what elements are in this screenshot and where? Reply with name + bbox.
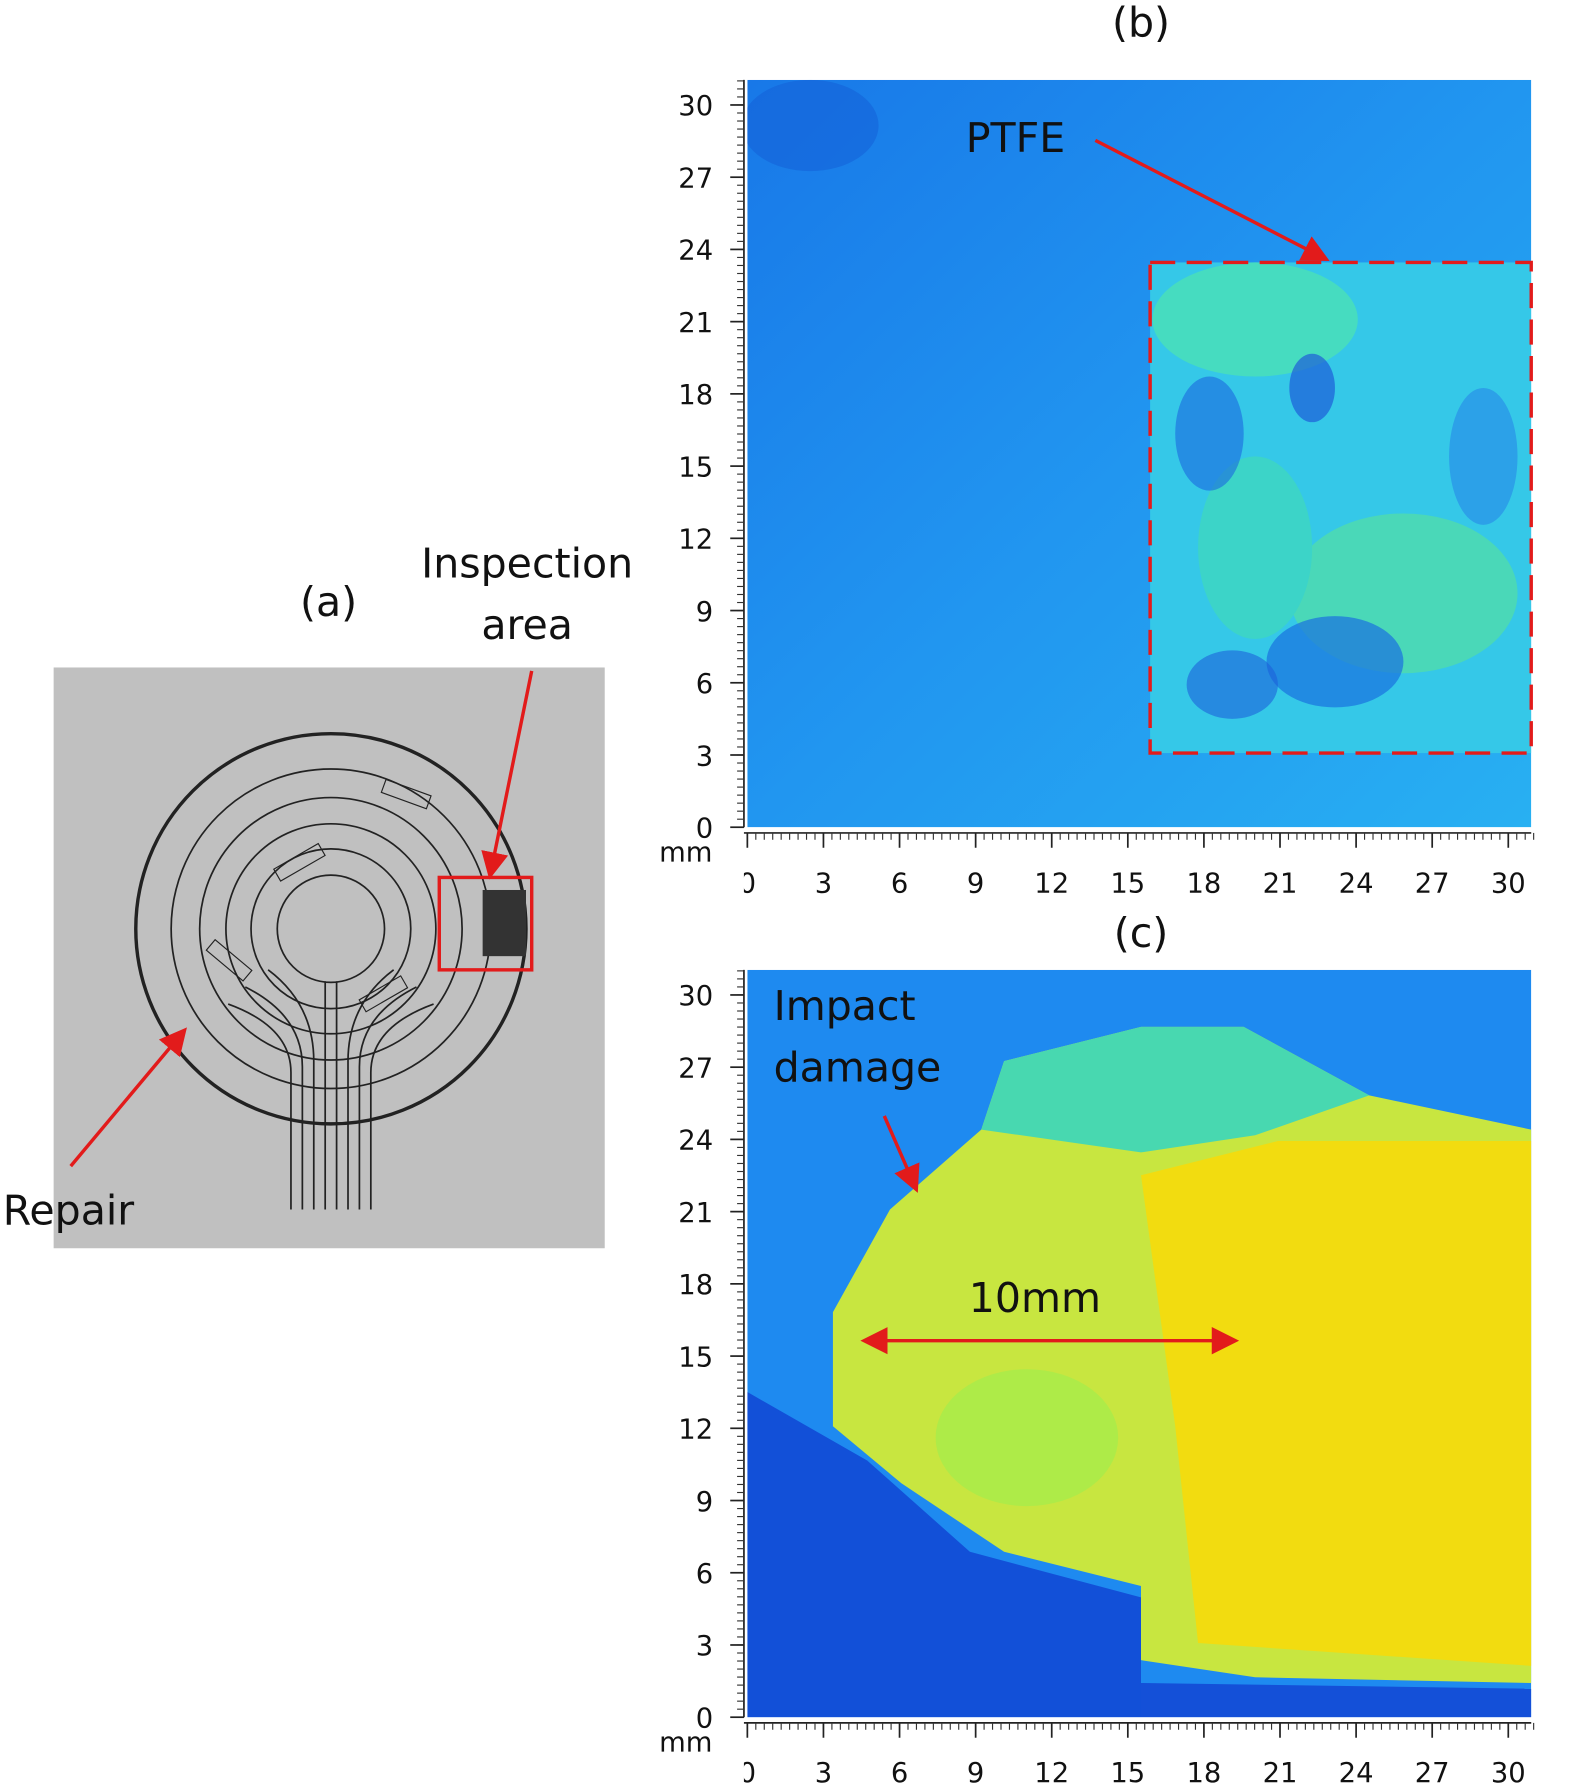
x-tick-label: 15 <box>1110 868 1145 899</box>
x-tick-label: 27 <box>1415 1758 1450 1786</box>
inspection-patch <box>482 889 527 957</box>
annotation: area <box>481 601 573 649</box>
y-tick-label: 6 <box>696 669 713 700</box>
y-tick-label: 18 <box>678 1270 713 1301</box>
annotation: Impact <box>774 982 916 1030</box>
x-tick-label: 18 <box>1186 1758 1221 1786</box>
ptfe-box <box>1148 260 1533 755</box>
y-tick-label: 24 <box>678 1126 713 1157</box>
x-tick-label: 9 <box>967 868 984 899</box>
y-tick-label: 0 <box>696 813 713 844</box>
y-tick-label: 6 <box>696 1559 713 1590</box>
scan-image <box>747 79 1532 828</box>
x-tick-label: 27 <box>1415 868 1450 899</box>
x-tick-label: 9 <box>967 1758 984 1786</box>
annotation: Inspection <box>421 539 633 587</box>
y-tick-label: 12 <box>678 525 713 556</box>
x-tick-label: 12 <box>1034 868 1069 899</box>
y-tick-label: 3 <box>696 1631 713 1662</box>
x-tick-label: 12 <box>1034 1758 1069 1786</box>
y-tick-label: 27 <box>678 163 713 194</box>
y-tick-label: 27 <box>678 1053 713 1084</box>
axis-unit: mm <box>659 1727 712 1758</box>
x-tick-label: 30 <box>1491 1758 1526 1786</box>
y-tick-label: 21 <box>678 1198 713 1229</box>
sensor-drawing <box>134 731 528 1210</box>
arrow <box>882 1115 920 1193</box>
x-tick-label: 6 <box>891 1758 908 1786</box>
x-tick-label: 21 <box>1263 1758 1298 1786</box>
y-tick-label: 9 <box>696 597 713 628</box>
scan-image <box>747 969 1532 1718</box>
panel-label: (a) <box>300 578 357 626</box>
y-tick-label: 3 <box>696 741 713 772</box>
y-tick-label: 21 <box>678 308 713 339</box>
x-tick-label: 3 <box>815 1758 832 1786</box>
x-tick-label: 6 <box>891 868 908 899</box>
panel-label: (c) <box>1114 909 1169 957</box>
y-tick-label: 9 <box>696 1487 713 1518</box>
annotation: PTFE <box>966 114 1065 162</box>
annotation: Repair <box>3 1186 135 1234</box>
y-tick-label: 24 <box>678 236 713 267</box>
y-tick-label: 15 <box>678 452 713 483</box>
x-tick-label: 0 <box>739 868 756 899</box>
x-tick-label: 0 <box>739 1758 756 1786</box>
y-tick-label: 30 <box>678 981 713 1012</box>
panel-label: (b) <box>1112 0 1170 47</box>
y-tick-label: 12 <box>678 1415 713 1446</box>
x-tick-label: 21 <box>1263 868 1298 899</box>
x-tick-label: 24 <box>1339 1758 1374 1786</box>
x-tick-label: 18 <box>1186 868 1221 899</box>
x-tick-label: 24 <box>1339 868 1374 899</box>
x-tick-label: 30 <box>1491 868 1526 899</box>
x-tick-label: 3 <box>815 868 832 899</box>
annotation: 10mm <box>969 1274 1101 1322</box>
y-tick-label: 15 <box>678 1342 713 1373</box>
y-tick-label: 0 <box>696 1703 713 1734</box>
y-tick-label: 18 <box>678 380 713 411</box>
annotation: damage <box>774 1044 942 1092</box>
arrow <box>481 670 534 880</box>
arrow <box>69 1027 187 1168</box>
axis-unit: mm <box>659 837 712 868</box>
y-tick-label: 30 <box>678 91 713 122</box>
x-tick-label: 15 <box>1110 1758 1145 1786</box>
arrow <box>1094 138 1330 262</box>
